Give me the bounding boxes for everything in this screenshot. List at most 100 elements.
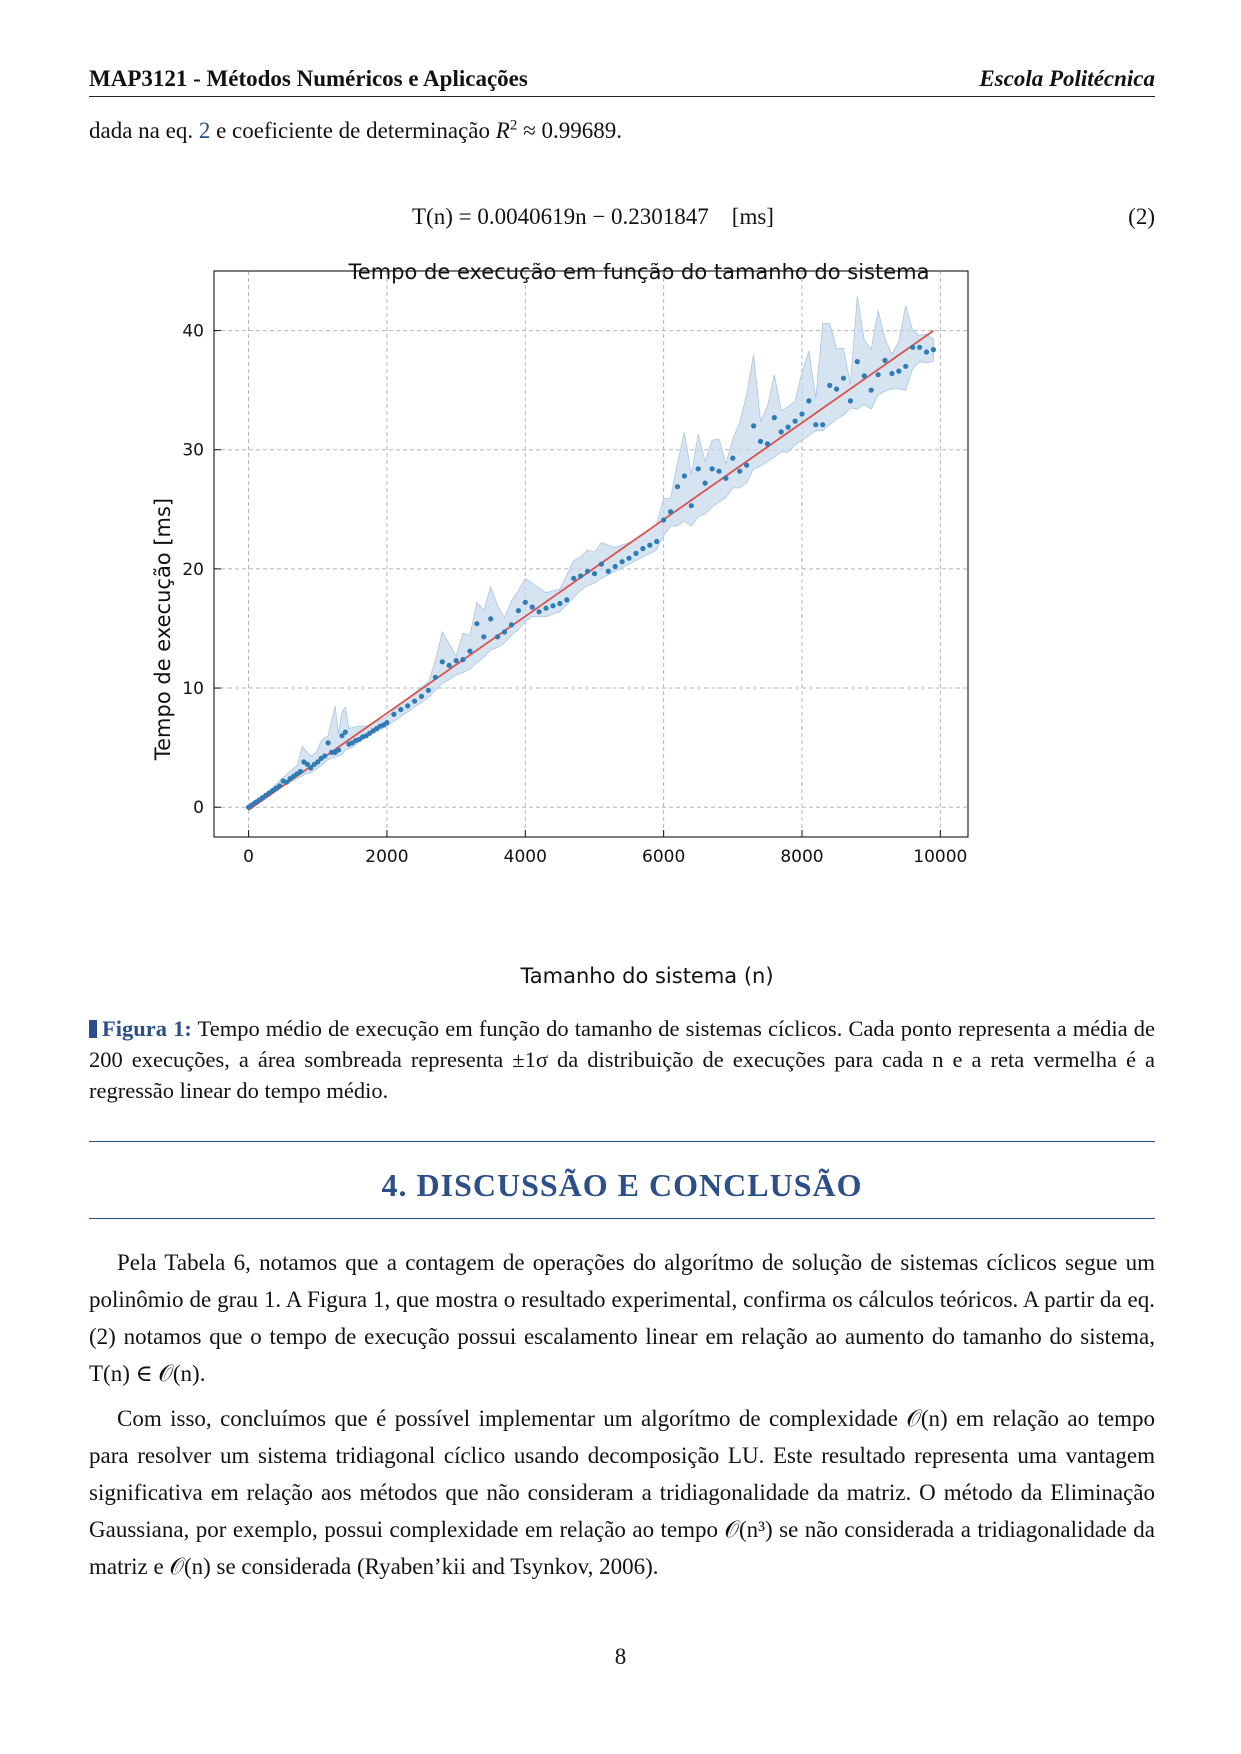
mean-point [550,603,556,609]
mean-point [508,622,514,628]
caption-marker [89,1020,97,1038]
mean-point [315,759,321,765]
mean-point [522,599,528,605]
mean-point [501,629,508,635]
mean-point [342,729,348,735]
mean-point [882,357,888,363]
mean-point [917,344,923,350]
mean-point [751,423,757,429]
mean-point [446,662,452,668]
mean-point [910,344,916,350]
mean-point [716,468,722,474]
mean-point [896,368,902,374]
mean-point [923,349,930,355]
mean-point [771,415,777,421]
mean-point [432,674,438,680]
mean-point [875,372,881,378]
mean-point [661,517,667,523]
mean-point [536,609,542,615]
mean-point [668,509,674,515]
x-tick-label: 2000 [365,847,408,867]
mean-point [578,573,584,579]
equation-ref-link[interactable]: 2 [198,118,211,143]
mean-point [799,411,805,417]
mean-point [709,466,715,472]
mean-point [284,779,290,785]
intro-text-mid: e coeficiente de determinação [216,118,491,143]
figure-caption: Figura 1: Tempo médio de execução em fun… [89,1013,1155,1106]
paragraph-1: Pela Tabela 6, notamos que a contagem de… [89,1250,1155,1386]
x-tick-label: 8000 [780,847,823,867]
mean-point [460,656,466,663]
x-tick-label: 4000 [504,847,547,867]
mean-point [277,783,283,789]
mean-point [813,422,819,428]
mean-point [564,597,570,603]
mean-point [571,575,577,581]
mean-point [730,455,736,461]
mean-point [654,538,660,545]
mean-point [325,740,331,746]
mean-point [515,608,521,614]
mean-point [785,424,791,430]
mean-point [405,703,411,709]
equation-number: (2) [1128,204,1155,229]
caption-text: Tempo médio de execução em função do tam… [89,1016,1156,1103]
mean-point [584,568,591,574]
r2-value: ≈ 0.99689. [523,118,622,143]
mean-point [488,616,494,622]
y-tick-label: 0 [193,798,204,818]
tick-layer: 0 2000 4000 6000 8000 10000 0 10 20 30 40 [182,322,967,867]
figure-1: Tempo de execução em função do tamanho d… [140,263,1100,1003]
mean-point [757,438,764,444]
mean-point [474,621,480,627]
header-school: Escola Politécnica [979,66,1155,91]
mean-point [820,422,826,428]
running-header: MAP3121 - Métodos Numéricos e Aplicações… [89,62,1155,97]
mean-point [702,480,708,486]
mean-point [425,687,431,693]
mean-point [598,561,604,567]
grid-layer [214,271,968,837]
x-axis-label: Tamanho do sistema (n) [519,964,773,988]
mean-point [854,359,860,365]
regression-line-layer [248,330,934,811]
mean-point [605,568,611,574]
mean-point [723,475,729,481]
mean-point [612,563,618,570]
mean-point [889,370,895,377]
chart-title: Tempo de execução em função do tamanho d… [348,263,930,284]
regression-equation: T(n) = 0.0040619n − 0.2301847 [ms] [412,204,774,229]
mean-point [792,418,798,424]
mean-point [591,571,598,577]
mean-point [861,373,867,379]
mean-point [806,398,812,404]
r2-symbol: R [495,118,510,143]
mean-point [619,559,625,565]
header-course: MAP3121 - Métodos Numéricos e Aplicações [89,66,528,91]
mean-point [903,363,909,369]
intro-text-start: dada na eq. [89,118,194,143]
mean-point [847,398,854,404]
page-number: 8 [614,1644,627,1669]
mean-point [453,658,459,664]
mean-point [322,753,328,759]
mean-point [930,347,937,353]
mean-point [688,503,694,509]
mean-point [529,604,535,610]
mean-point [398,706,404,713]
mean-point [339,733,345,739]
mean-point [737,468,743,474]
regression-line [248,330,934,811]
x-tick-label: 6000 [642,847,685,867]
mean-point [543,605,549,611]
plot-frame [213,270,969,838]
mean-point [495,634,501,640]
intro-line: dada na eq. 2 e coeficiente de determina… [89,118,622,144]
mean-point [308,765,314,771]
y-tick-label: 20 [182,560,204,580]
mean-point [695,466,701,472]
mean-point [384,720,390,726]
execution-time-chart: Tempo de execução em função do tamanho d… [151,263,969,988]
